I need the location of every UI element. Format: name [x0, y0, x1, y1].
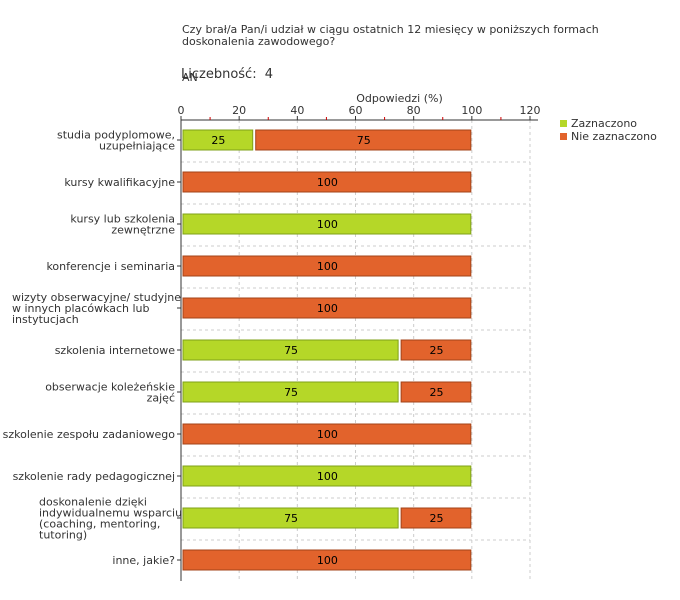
x-axis-title: Odpowiedzi (%): [356, 92, 443, 105]
question-title: Czy brał/a Pan/i udział w ciągu ostatnic…: [182, 12, 622, 84]
x-tick-label: 80: [407, 104, 421, 117]
bar-selected: [182, 213, 472, 235]
bar-selected: [182, 465, 472, 487]
bar-not-selected: [400, 507, 472, 529]
x-tick-label: 60: [349, 104, 363, 117]
data-label: 75: [284, 344, 298, 357]
bar-not-selected: [255, 129, 472, 151]
sample-size-value: 4: [264, 67, 273, 82]
data-label: 100: [317, 302, 338, 315]
category-label: doskonalenie dzięki indywidualnemu wsparc…: [39, 496, 182, 542]
bar-not-selected: [182, 549, 472, 571]
bar-not-selected: [182, 297, 472, 319]
legend-swatch-selected: [560, 120, 567, 127]
bar-selected: [182, 129, 254, 151]
data-label: 100: [317, 428, 338, 441]
category-label: obserwacje koleżeńskie zajęć: [45, 381, 175, 405]
data-label: 75: [357, 134, 371, 147]
data-label: 25: [211, 134, 225, 147]
category-label: kursy lub szkolenia zewnętrzne: [70, 213, 175, 237]
category-label: szkolenia internetowe: [55, 344, 176, 357]
bar-not-selected: [182, 423, 472, 445]
bar-selected: [182, 339, 399, 361]
data-label: 100: [317, 260, 338, 273]
sample-size: Liczebność: 4: [181, 67, 273, 82]
respondent-group: AN: [182, 71, 198, 84]
data-label: 100: [317, 470, 338, 483]
category-label: szkolenie rady pedagogicznej: [13, 470, 175, 483]
bar-not-selected: [182, 255, 472, 277]
question-text: Czy brał/a Pan/i udział w ciągu ostatnic…: [182, 23, 599, 48]
legend: Zaznaczono Nie zaznaczono: [560, 117, 657, 143]
category-label: kursy kwalifikacyjne: [64, 176, 175, 189]
bar-selected: [182, 507, 399, 529]
category-label: studia podyplomowe, uzupełniające: [57, 129, 175, 153]
legend-item-not-selected: Nie zaznaczono: [560, 130, 657, 143]
x-tick-label: 120: [520, 104, 541, 117]
x-tick-label: 0: [178, 104, 185, 117]
data-label: 25: [429, 344, 443, 357]
data-label: 100: [317, 218, 338, 231]
data-label: 75: [284, 512, 298, 525]
data-label: 100: [317, 176, 338, 189]
data-label: 75: [284, 386, 298, 399]
x-tick-label: 20: [232, 104, 246, 117]
x-tick-label: 40: [290, 104, 304, 117]
bar-not-selected: [400, 339, 472, 361]
category-label: konferencje i seminaria: [46, 260, 175, 273]
sample-size-label: Liczebność:: [181, 67, 257, 82]
data-label: 25: [429, 512, 443, 525]
legend-swatch-not-selected: [560, 133, 567, 140]
category-label: wizyty obserwacyjne/ studyjne w innych pl…: [12, 291, 181, 326]
bar-selected: [182, 381, 399, 403]
legend-label-selected: Zaznaczono: [571, 117, 638, 130]
data-label: 100: [317, 554, 338, 567]
data-label: 25: [429, 386, 443, 399]
category-label: szkolenie zespołu zadaniowego: [3, 428, 176, 441]
category-label: inne, jakie?: [112, 554, 175, 567]
x-tick-label: 100: [461, 104, 482, 117]
legend-item-selected: Zaznaczono: [560, 117, 657, 130]
bar-not-selected: [182, 171, 472, 193]
bar-not-selected: [400, 381, 472, 403]
legend-label-not-selected: Nie zaznaczono: [571, 130, 657, 143]
